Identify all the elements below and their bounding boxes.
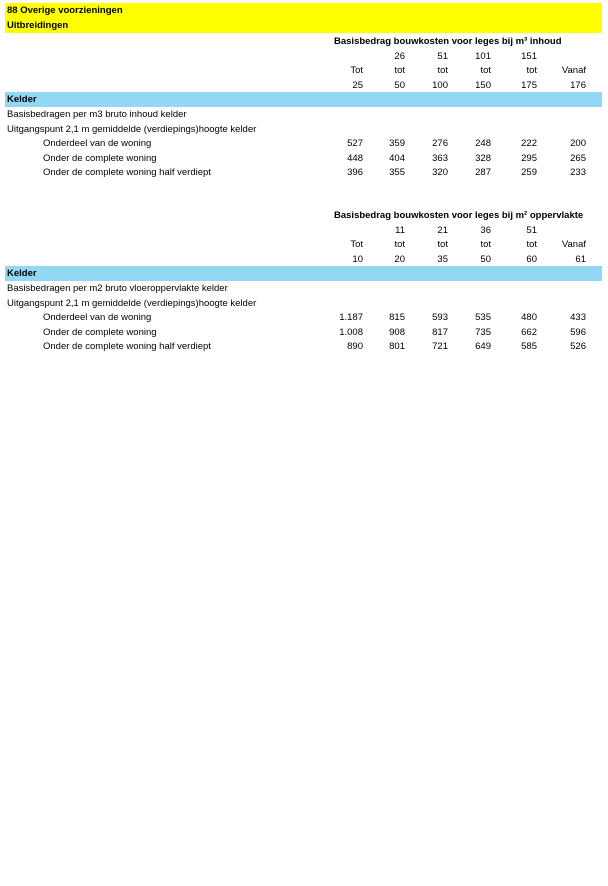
note: Uitgangspunt 2,1 m gemiddelde (verdiepin… [7,297,257,309]
cell-value: 363 [432,152,448,164]
cell-value: 276 [432,138,448,150]
column-header: Tot [350,239,363,251]
row-label: Onder de complete woning half verdiept [43,167,211,179]
section-band [5,266,602,282]
row-label: Onder de complete woning half verdiept [43,341,211,353]
row-label: Onderdeel van de woning [43,312,152,324]
column-header: 25 [352,79,363,91]
column-header: tot [480,65,491,77]
column-header: 101 [475,50,491,62]
cell-value: 222 [521,138,537,150]
cell-value: 248 [475,138,491,150]
column-header: 51 [437,50,448,62]
column-header: 11 [395,224,405,236]
cell-value: 448 [347,152,363,164]
cell-value: 526 [570,341,586,353]
column-header: tot [480,239,491,251]
cell-value: 295 [521,152,537,164]
cell-value: 265 [570,152,586,164]
cell-value: 1.187 [339,312,363,324]
row-label: Onder de complete woning [43,152,157,164]
cell-value: 593 [432,312,448,324]
column-header: Vanaf [561,239,586,251]
section-band [5,92,602,108]
column-header: 60 [526,253,537,265]
cell-value: 585 [521,341,537,353]
column-header: tot [437,65,448,77]
column-header: 176 [570,79,586,91]
cell-value: 328 [475,152,491,164]
cell-value: 735 [475,326,491,338]
column-header: 100 [432,79,448,91]
cell-value: 287 [475,167,491,179]
band-label: Kelder [7,268,37,280]
column-header: tot [526,65,537,77]
cell-value: 200 [570,138,586,150]
column-header: 150 [475,79,491,91]
cell-value: 801 [389,341,405,353]
row-label: Onder de complete woning [43,326,157,338]
cell-value: 596 [570,326,586,338]
column-header: 50 [480,253,491,265]
column-header: tot [526,239,537,251]
cell-value: 535 [475,312,491,324]
subtitle: Uitbreidingen [7,20,69,31]
column-header: 151 [521,50,537,62]
column-header: 20 [394,253,405,265]
cell-value: 1.008 [339,326,363,338]
column-header: 50 [394,79,405,91]
cell-value: 721 [432,341,448,353]
column-header: 10 [352,253,363,265]
cell-value: 404 [389,152,405,164]
column-header: tot [394,239,405,251]
title: 88 Overige voorzieningen [7,5,123,16]
column-header: tot [394,65,405,77]
cell-value: 259 [521,167,537,179]
column-header: 61 [575,253,586,265]
cell-value: 355 [389,167,405,179]
cell-value: 396 [347,167,363,179]
column-header: Tot [350,65,363,77]
column-header: 35 [437,253,448,265]
band-label: Kelder [7,94,37,106]
column-header: 51 [526,224,537,236]
section-title: Basisbedrag bouwkosten voor leges bij m³… [334,36,562,47]
cell-value: 908 [389,326,405,338]
cell-value: 233 [570,167,586,179]
cell-value: 320 [432,167,448,179]
note: Basisbedragen per m3 bruto inhoud kelder [7,109,187,120]
cell-value: 662 [521,326,537,338]
column-header: 21 [437,224,448,236]
section-title: Basisbedrag bouwkosten voor leges bij m²… [334,210,584,221]
column-header: 36 [480,224,491,236]
cell-value: 649 [475,341,491,353]
cell-value: 890 [347,341,363,353]
cell-value: 527 [347,138,363,150]
cell-value: 359 [389,138,405,150]
column-header: 175 [521,79,537,91]
note: Basisbedragen per m2 bruto vloeroppervla… [7,283,228,294]
column-header: tot [437,239,448,251]
column-header: 26 [394,50,405,62]
cell-value: 817 [432,326,448,338]
column-header: Vanaf [561,65,586,77]
header-band [5,3,602,33]
row-label: Onderdeel van de woning [43,138,152,150]
cell-value: 815 [389,312,405,324]
cell-value: 480 [521,312,537,324]
note: Uitgangspunt 2,1 m gemiddelde (verdiepin… [7,123,257,135]
cell-value: 433 [570,312,586,324]
